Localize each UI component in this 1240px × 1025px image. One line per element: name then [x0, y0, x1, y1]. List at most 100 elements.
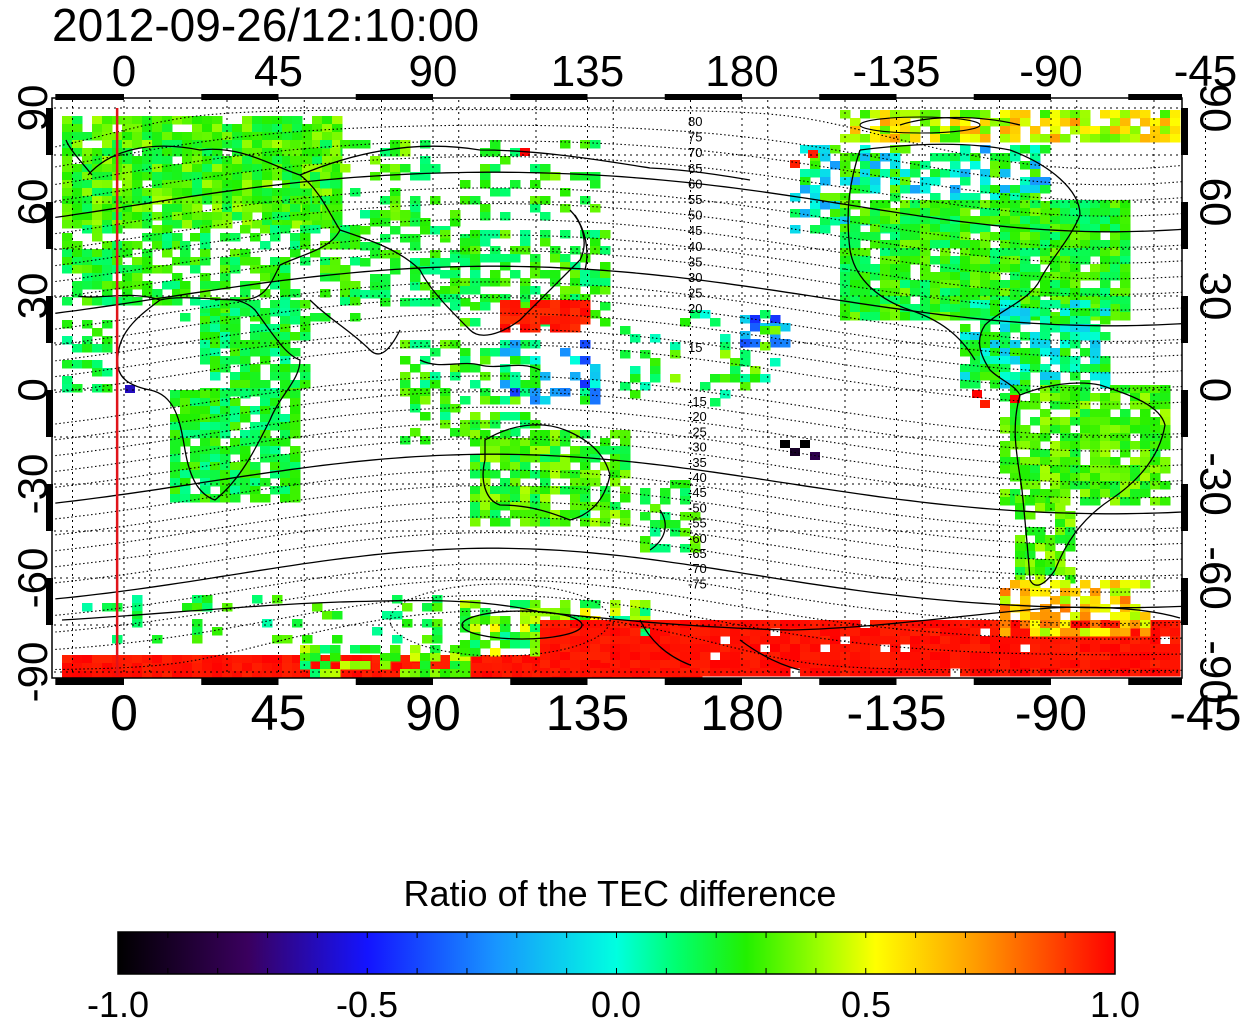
tec-cell [92, 164, 103, 173]
tec-cell [1040, 232, 1051, 241]
tec-cell [282, 663, 293, 672]
tec-cell [660, 488, 671, 497]
tec-cell [980, 110, 991, 119]
tec-cell [172, 273, 183, 282]
tec-cell [980, 232, 991, 241]
tec-cell [970, 628, 981, 637]
tec-cell [182, 140, 193, 149]
tec-cell [740, 628, 751, 637]
tec-cell [1140, 417, 1151, 426]
tec-cell [220, 332, 231, 341]
tec-cell [750, 668, 761, 677]
tec-cell [980, 272, 991, 281]
tec-cell [890, 312, 901, 321]
tec-cell [1080, 465, 1091, 474]
tec-cell [62, 257, 73, 266]
tec-cell [490, 188, 501, 197]
tec-cell [980, 660, 991, 669]
tec-cell [212, 655, 223, 664]
tec-cell [420, 653, 431, 662]
tec-cell [860, 628, 871, 637]
tec-cell [1020, 110, 1031, 119]
tec-cell [402, 619, 413, 628]
tec-cell [180, 494, 191, 503]
tec-cell [290, 470, 301, 479]
tec-cell [510, 454, 521, 463]
tec-cell [250, 265, 261, 274]
tec-cell [102, 655, 113, 664]
tec-cell [1080, 256, 1091, 265]
tec-cell [1060, 232, 1071, 241]
tec-cell [330, 653, 341, 662]
tec-cell [1020, 248, 1031, 257]
tec-cell [520, 340, 531, 349]
tec-cell [1010, 240, 1021, 249]
tec-cell [930, 272, 941, 281]
tec-cell [302, 164, 313, 173]
tec-cell [1000, 628, 1011, 637]
tec-cell [980, 332, 991, 341]
tec-cell [132, 265, 143, 274]
tec-cell [162, 188, 173, 197]
tec-cell [190, 390, 201, 399]
tec-cell [810, 620, 821, 629]
tec-cell [850, 126, 861, 135]
tec-cell [1110, 232, 1121, 241]
tec-cell [820, 193, 831, 202]
tec-cell [270, 486, 281, 495]
tec-cell [990, 280, 1001, 289]
tec-cell [270, 372, 281, 381]
tec-cell [880, 628, 891, 637]
tec-cell [390, 148, 401, 157]
tec-cell [690, 620, 701, 629]
tec-cell [510, 300, 521, 309]
tec-cell [272, 148, 283, 157]
tec-cell [910, 161, 921, 170]
tec-cell [1080, 200, 1091, 209]
tec-cell [252, 116, 263, 125]
tec-cell [1130, 465, 1141, 474]
tec-cell [312, 140, 323, 149]
tec-cell [940, 620, 951, 629]
tec-cell [1010, 264, 1021, 273]
tec-cell [312, 663, 323, 672]
tec-cell [740, 350, 751, 359]
tec-cell [1070, 232, 1081, 241]
magnetic-latitude-contour [55, 485, 1182, 546]
tec-cell [980, 200, 991, 209]
tec-cell [560, 188, 571, 197]
tec-cell [222, 603, 233, 612]
tec-cell [1090, 481, 1101, 490]
tec-cell [880, 272, 891, 281]
tec-cell [1120, 134, 1131, 143]
tec-cell [132, 156, 143, 165]
tec-cell [820, 628, 831, 637]
tec-cell [940, 644, 951, 653]
tec-cell [990, 248, 1001, 257]
tec-cell [960, 200, 971, 209]
left-lat-tick-label: 0 [9, 378, 56, 401]
top-lon-tick-label: -135 [852, 47, 940, 96]
tec-cell [272, 671, 283, 678]
tec-cell [250, 388, 261, 397]
tec-cell [1110, 417, 1121, 426]
tec-cell [490, 616, 501, 625]
tec-cell [152, 233, 163, 242]
tec-cell [1040, 332, 1051, 341]
tec-cell [550, 316, 561, 325]
tec-cell [520, 316, 531, 325]
tec-cell [502, 671, 513, 678]
tec-cell [202, 603, 213, 612]
magnetic-latitude-contour [55, 391, 1182, 452]
tec-cell [730, 660, 741, 669]
tec-cell [550, 660, 561, 669]
tec-cell [490, 510, 501, 519]
tec-cell [500, 294, 511, 303]
tec-cell [490, 454, 501, 463]
tec-cell [310, 669, 321, 678]
tec-cell [840, 652, 851, 661]
tec-cell [520, 616, 531, 625]
tec-cell [590, 172, 601, 181]
tec-cell [1150, 481, 1161, 490]
tec-cell [252, 655, 263, 664]
